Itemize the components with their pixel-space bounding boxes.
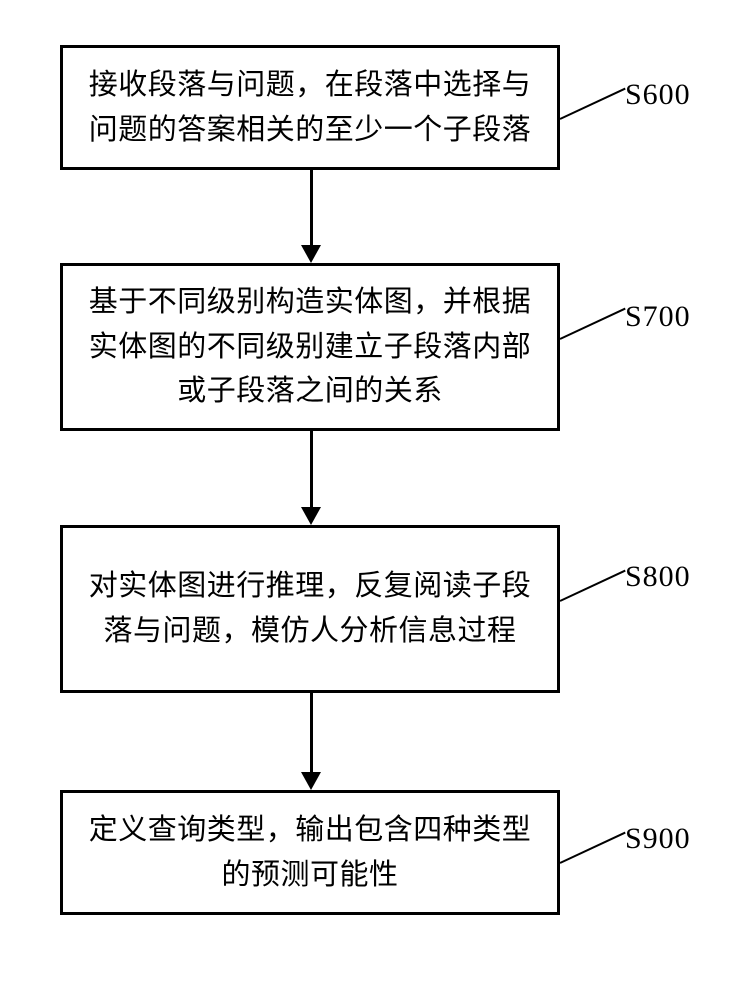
lead-line-s600 — [560, 88, 626, 120]
lead-line-s900 — [560, 832, 626, 864]
arrowhead-s600-s700 — [301, 245, 321, 263]
arrow-s800-s900 — [310, 693, 313, 772]
step-box-s900: 定义查询类型，输出包含四种类型的预测可能性 — [60, 790, 560, 915]
arrow-s700-s800 — [310, 431, 313, 507]
step-text: 基于不同级别构造实体图，并根据实体图的不同级别建立子段落内部或子段落之间的关系 — [83, 280, 537, 415]
lead-line-s800 — [560, 570, 626, 602]
step-label-s800: S800 — [625, 560, 691, 594]
step-box-s800: 对实体图进行推理，反复阅读子段落与问题，模仿人分析信息过程 — [60, 525, 560, 693]
step-box-s700: 基于不同级别构造实体图，并根据实体图的不同级别建立子段落内部或子段落之间的关系 — [60, 263, 560, 431]
arrow-s600-s700 — [310, 170, 313, 245]
step-label-s900: S900 — [625, 822, 691, 856]
step-label-s600: S600 — [625, 78, 691, 112]
step-text: 接收段落与问题，在段落中选择与问题的答案相关的至少一个子段落 — [83, 63, 537, 153]
arrowhead-s800-s900 — [301, 772, 321, 790]
step-text: 定义查询类型，输出包含四种类型的预测可能性 — [83, 808, 537, 898]
arrowhead-s700-s800 — [301, 507, 321, 525]
step-label-s700: S700 — [625, 300, 691, 334]
lead-line-s700 — [560, 308, 626, 340]
step-text: 对实体图进行推理，反复阅读子段落与问题，模仿人分析信息过程 — [83, 564, 537, 654]
flowchart-canvas: 接收段落与问题，在段落中选择与问题的答案相关的至少一个子段落 S600 基于不同… — [0, 0, 743, 1000]
step-box-s600: 接收段落与问题，在段落中选择与问题的答案相关的至少一个子段落 — [60, 45, 560, 170]
